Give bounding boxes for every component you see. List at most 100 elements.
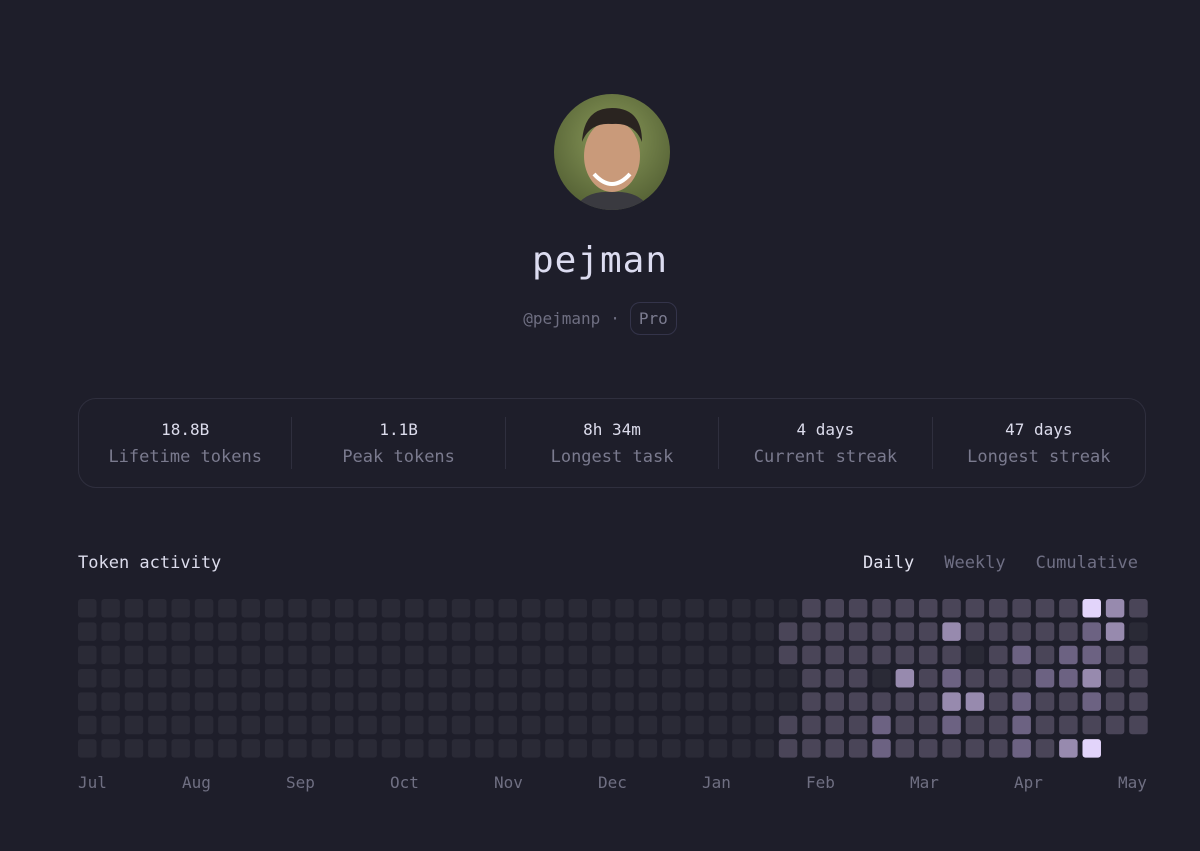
activity-cell (568, 739, 588, 758)
activity-cell (638, 692, 658, 711)
activity-cell (194, 599, 214, 618)
activity-cell (451, 739, 471, 758)
activity-cell (218, 599, 237, 618)
activity-cell (405, 669, 424, 688)
activity-cell (662, 645, 681, 665)
user-handle: @pejmanp (523, 309, 601, 328)
activity-cell (428, 599, 447, 618)
tab[interactable]: Weekly (944, 553, 1006, 573)
avatar-image (554, 94, 670, 210)
activity-cell (1012, 692, 1031, 711)
activity-cell (802, 645, 821, 665)
activity-cell (848, 622, 868, 641)
activity-cell (124, 669, 144, 688)
stat: 1.1B Peak tokens (291, 417, 504, 469)
activity-cell (264, 599, 284, 618)
activity-cell (381, 692, 401, 711)
activity-cell (171, 692, 190, 711)
month-label: Mar (910, 773, 939, 792)
activity-cell (591, 669, 611, 688)
activity-cell (148, 599, 167, 618)
activity-cell (288, 715, 307, 735)
activity-cell (778, 645, 798, 665)
tab[interactable]: Daily (863, 553, 915, 573)
activity-cell (802, 622, 821, 641)
activity-cell (662, 599, 681, 618)
activity-cell (545, 645, 564, 665)
activity-cell (171, 599, 190, 618)
activity-cell (1035, 669, 1055, 688)
activity-cell (965, 622, 985, 641)
activity-cell (755, 715, 774, 735)
activity-cell (895, 622, 915, 641)
activity-cell (848, 669, 868, 688)
activity-cell (778, 715, 798, 735)
activity-cell (101, 622, 120, 641)
activity-cell (1035, 645, 1055, 665)
activity-cell (101, 669, 120, 688)
activity-cell (989, 669, 1008, 688)
activity-cell (264, 739, 284, 758)
activity-cell (358, 739, 377, 758)
activity-cell (124, 622, 144, 641)
activity-cell (194, 645, 214, 665)
activity-cell (521, 739, 541, 758)
activity-cell (148, 645, 167, 665)
activity-cell (568, 669, 588, 688)
activity-cell (521, 715, 541, 735)
activity-cell (591, 599, 611, 618)
activity-cell (475, 692, 494, 711)
activity-cell (848, 715, 868, 735)
activity-cell (381, 599, 401, 618)
activity-cell (451, 669, 471, 688)
activity-cell (732, 622, 751, 641)
activity-cell (708, 599, 728, 618)
stat: 18.8B Lifetime tokens (79, 417, 291, 469)
stat-value: 8h 34m (583, 419, 641, 439)
activity-cell (685, 715, 704, 735)
plan-badge: Pro (629, 302, 677, 335)
month-label: Sep (286, 773, 315, 792)
activity-cell (1059, 692, 1078, 711)
stat-label: Longest streak (967, 446, 1111, 467)
activity-cell (942, 622, 961, 641)
activity-cell (1012, 669, 1031, 688)
activity-cell (755, 669, 774, 688)
activity-cell (1059, 645, 1078, 665)
month-label: May (1118, 773, 1147, 792)
activity-cell (662, 692, 681, 711)
activity-cell (568, 622, 588, 641)
activity-cell (334, 739, 354, 758)
stat-label: Peak tokens (342, 446, 455, 467)
activity-cell (241, 692, 261, 711)
month-label: Aug (182, 773, 211, 792)
activity-cell (124, 692, 144, 711)
activity-cell (521, 599, 541, 618)
activity-cell (918, 739, 938, 758)
activity-cell (568, 645, 588, 665)
activity-cell (638, 669, 658, 688)
stat: 4 days Current streak (718, 417, 931, 469)
activity-cell (1012, 599, 1031, 618)
activity-cell (405, 599, 424, 618)
activity-cell (1105, 692, 1125, 711)
avatar (554, 94, 670, 210)
activity-cell (218, 715, 237, 735)
activity-cell (171, 715, 190, 735)
activity-cell (545, 692, 564, 711)
activity-cell (825, 669, 845, 688)
activity-cell (1129, 692, 1148, 711)
activity-cell (895, 645, 915, 665)
tab[interactable]: Cumulative (1035, 553, 1138, 573)
month-label: Oct (390, 773, 419, 792)
activity-cell (241, 669, 261, 688)
activity-cell (778, 739, 798, 758)
activity-cell (545, 669, 564, 688)
activity-cell (685, 669, 704, 688)
stat-value: 1.1B (379, 419, 418, 439)
activity-cell (218, 692, 237, 711)
activity-cell (194, 622, 214, 641)
activity-cell (965, 715, 985, 735)
